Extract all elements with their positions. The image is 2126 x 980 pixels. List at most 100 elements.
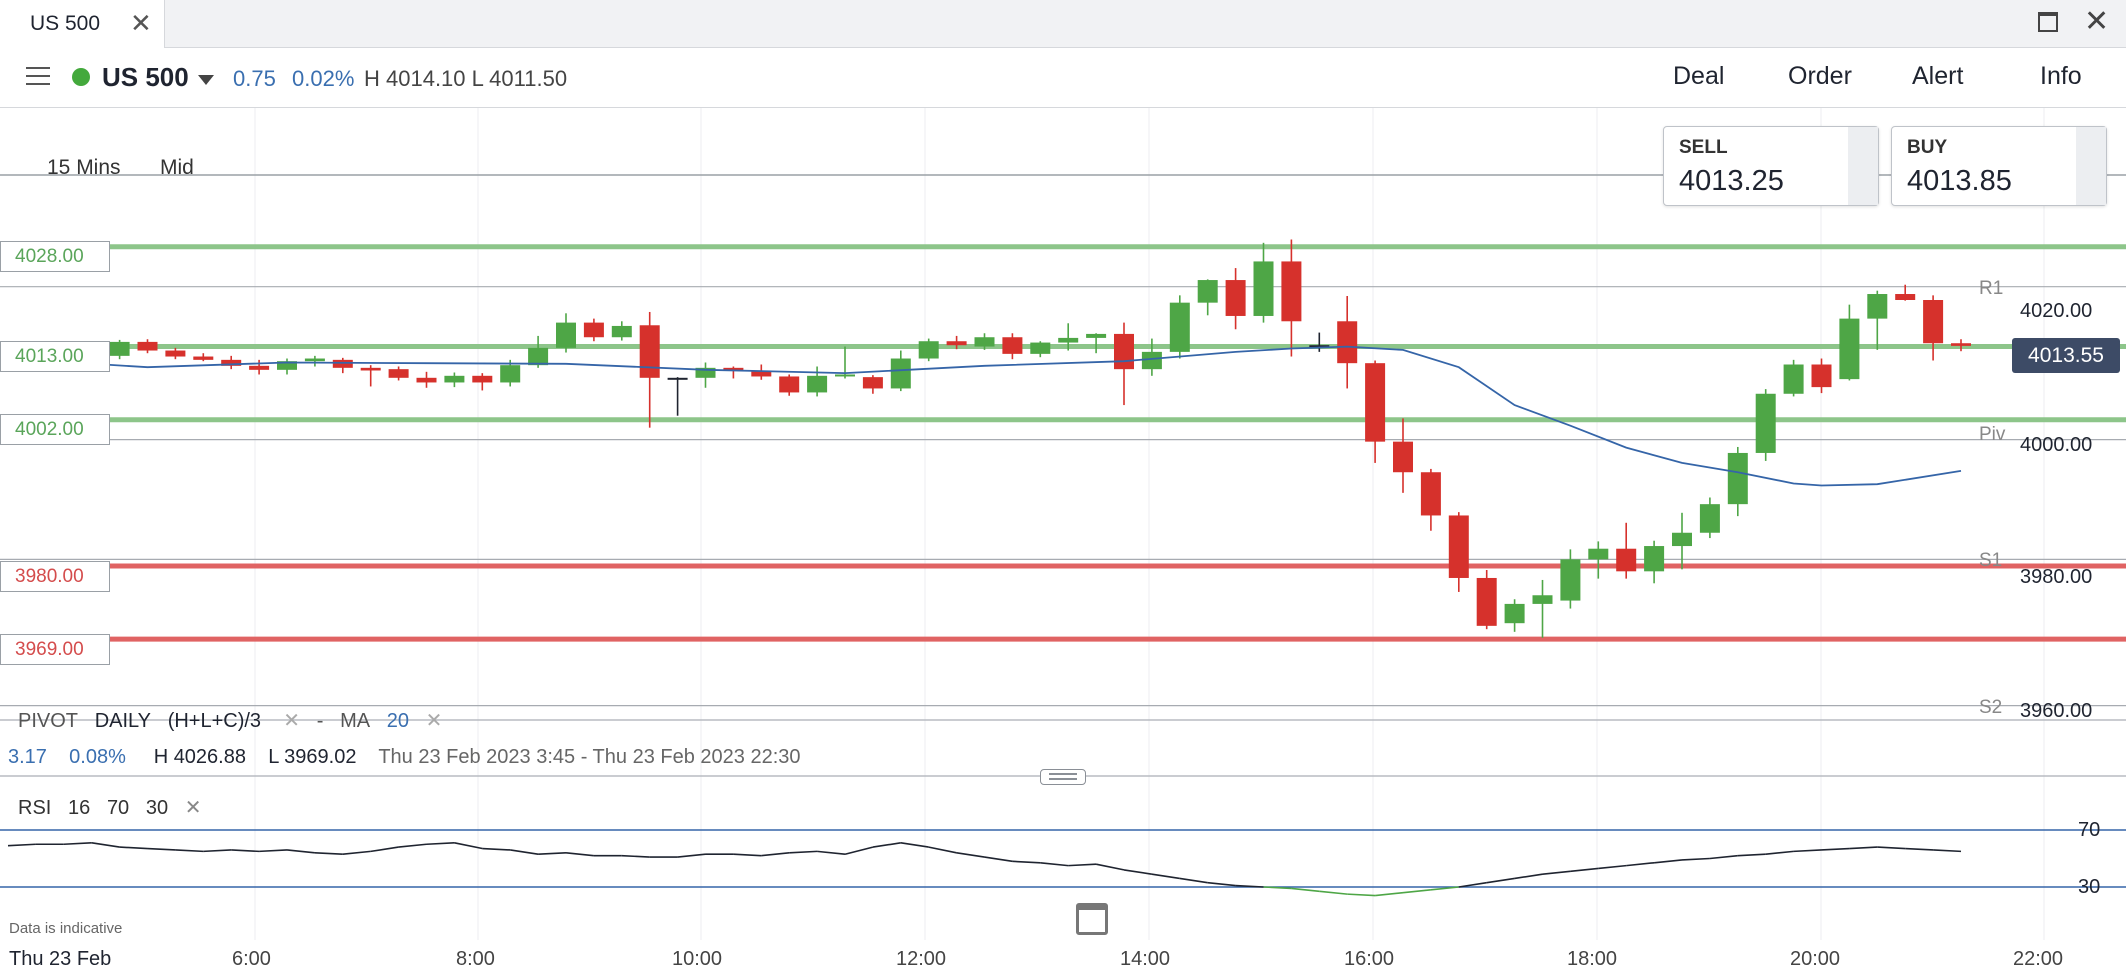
candle <box>1253 242 1274 323</box>
candle <box>1895 284 1916 301</box>
legend-separator: - <box>316 710 324 732</box>
rsi-segment <box>1291 887 1320 893</box>
tab-us500[interactable]: US 500 ✕ <box>0 0 165 48</box>
ma-indicator-name[interactable]: MA <box>340 710 371 732</box>
rsi-segment <box>844 846 874 856</box>
candle-body <box>946 341 967 346</box>
alert-button[interactable]: Alert <box>1912 62 1964 90</box>
candle <box>1755 389 1776 461</box>
buy-quote-button[interactable]: BUY 4013.85 <box>1891 126 2107 206</box>
level-label-4002[interactable]: 4002.00 <box>0 414 110 445</box>
candle-body <box>890 358 911 389</box>
level-label-3980[interactable]: 3980.00 <box>0 561 110 592</box>
level-label-3969[interactable]: 3969.00 <box>0 634 110 665</box>
sell-quote-button[interactable]: SELL 4013.25 <box>1663 126 1879 206</box>
rsi-segment <box>1123 869 1153 875</box>
candle <box>416 371 437 388</box>
pivot-r1-label: R1 <box>1979 278 2004 299</box>
info-button[interactable]: Info <box>2040 62 2082 90</box>
time-axis-label: 18:00 <box>1567 948 1618 970</box>
candle <box>1867 290 1888 350</box>
candle-body <box>109 341 130 356</box>
candle-body <box>1086 333 1107 338</box>
price-chart[interactable] <box>0 108 2126 980</box>
remove-ma-icon[interactable]: ✕ <box>425 710 443 732</box>
candle-body <box>1811 364 1832 388</box>
time-axis-label: 16:00 <box>1344 948 1395 970</box>
window-close-icon[interactable]: ✕ <box>2084 5 2110 38</box>
deal-button[interactable]: Deal <box>1673 62 1725 90</box>
candle-body <box>1281 261 1302 322</box>
pivot-formula: (H+L+C)/3 <box>167 710 262 732</box>
order-button[interactable]: Order <box>1788 62 1852 90</box>
price-type-selector[interactable]: Mid <box>160 156 194 179</box>
calendar-icon[interactable] <box>1076 903 1108 935</box>
rsi-segment <box>119 846 148 850</box>
candle <box>165 347 186 360</box>
rsi-segment <box>1068 863 1097 867</box>
chevron-down-icon[interactable] <box>198 75 214 85</box>
candle <box>1114 322 1134 406</box>
rsi-segment <box>621 854 650 858</box>
rsi-segment <box>1402 889 1431 894</box>
rsi-segment <box>1626 861 1655 867</box>
rsi-segment <box>872 842 901 848</box>
rsi-segment <box>1207 881 1236 887</box>
rsi-segment <box>900 842 929 848</box>
rsi-segment <box>1095 863 1125 871</box>
rsi-segment <box>1877 846 1906 850</box>
rsi-axis-label: 70 <box>2078 819 2101 841</box>
rsi-segment <box>761 852 790 857</box>
candle <box>1783 359 1804 397</box>
remove-pivot-icon[interactable]: ✕ <box>283 710 301 732</box>
candle <box>444 372 465 388</box>
candle-body <box>1504 603 1525 624</box>
high-low: H 4014.10 L 4011.50 <box>364 66 568 91</box>
candle <box>1644 540 1665 584</box>
rsi-segment <box>91 842 120 848</box>
candle-body <box>862 377 883 389</box>
candle-body <box>667 377 688 380</box>
rsi-segment <box>370 846 399 853</box>
candle <box>807 366 828 397</box>
candle-body <box>472 375 493 383</box>
candle-body <box>1337 321 1358 364</box>
close-icon[interactable]: ✕ <box>130 8 152 38</box>
candle <box>1448 512 1469 592</box>
level-label-4013[interactable]: 4013.00 <box>0 341 110 372</box>
candle-body <box>360 367 381 371</box>
time-axis-label: 12:00 <box>896 948 947 970</box>
candle <box>1532 579 1553 638</box>
candle <box>1616 522 1637 579</box>
sell-quote-strip <box>1848 127 1878 205</box>
candle-body <box>1002 337 1023 354</box>
candle-body <box>639 325 660 378</box>
candle-body <box>1616 548 1637 572</box>
candle-body <box>1644 546 1665 572</box>
candle-body <box>1588 548 1609 560</box>
panel-resize-handle[interactable] <box>1040 769 1086 785</box>
rsi-upper: 70 <box>106 797 130 819</box>
rsi-segment <box>1765 850 1794 856</box>
level-label-4028[interactable]: 4028.00 <box>0 241 110 272</box>
candle-body <box>277 361 297 370</box>
time-axis-label: 14:00 <box>1120 948 1171 970</box>
rsi-segment <box>7 843 36 847</box>
rsi-segment <box>677 853 706 858</box>
candle <box>528 335 549 368</box>
pivot-indicator-name[interactable]: PIVOT <box>18 710 79 732</box>
rsi-indicator-name[interactable]: RSI <box>18 797 52 819</box>
hamburger-menu-icon[interactable] <box>26 67 50 85</box>
candle-body <box>165 350 186 357</box>
rsi-line <box>7 842 1962 897</box>
market-name[interactable]: US 500 <box>102 62 189 92</box>
remove-rsi-icon[interactable]: ✕ <box>184 797 202 819</box>
candle <box>221 355 242 370</box>
candle-body <box>500 365 521 383</box>
maximize-icon[interactable] <box>2038 12 2058 32</box>
rsi-segment <box>1737 853 1766 857</box>
time-axis-label: 6:00 <box>232 948 271 970</box>
interval-selector[interactable]: 15 Mins <box>47 156 121 179</box>
candle <box>1281 239 1302 357</box>
candle <box>332 357 353 374</box>
